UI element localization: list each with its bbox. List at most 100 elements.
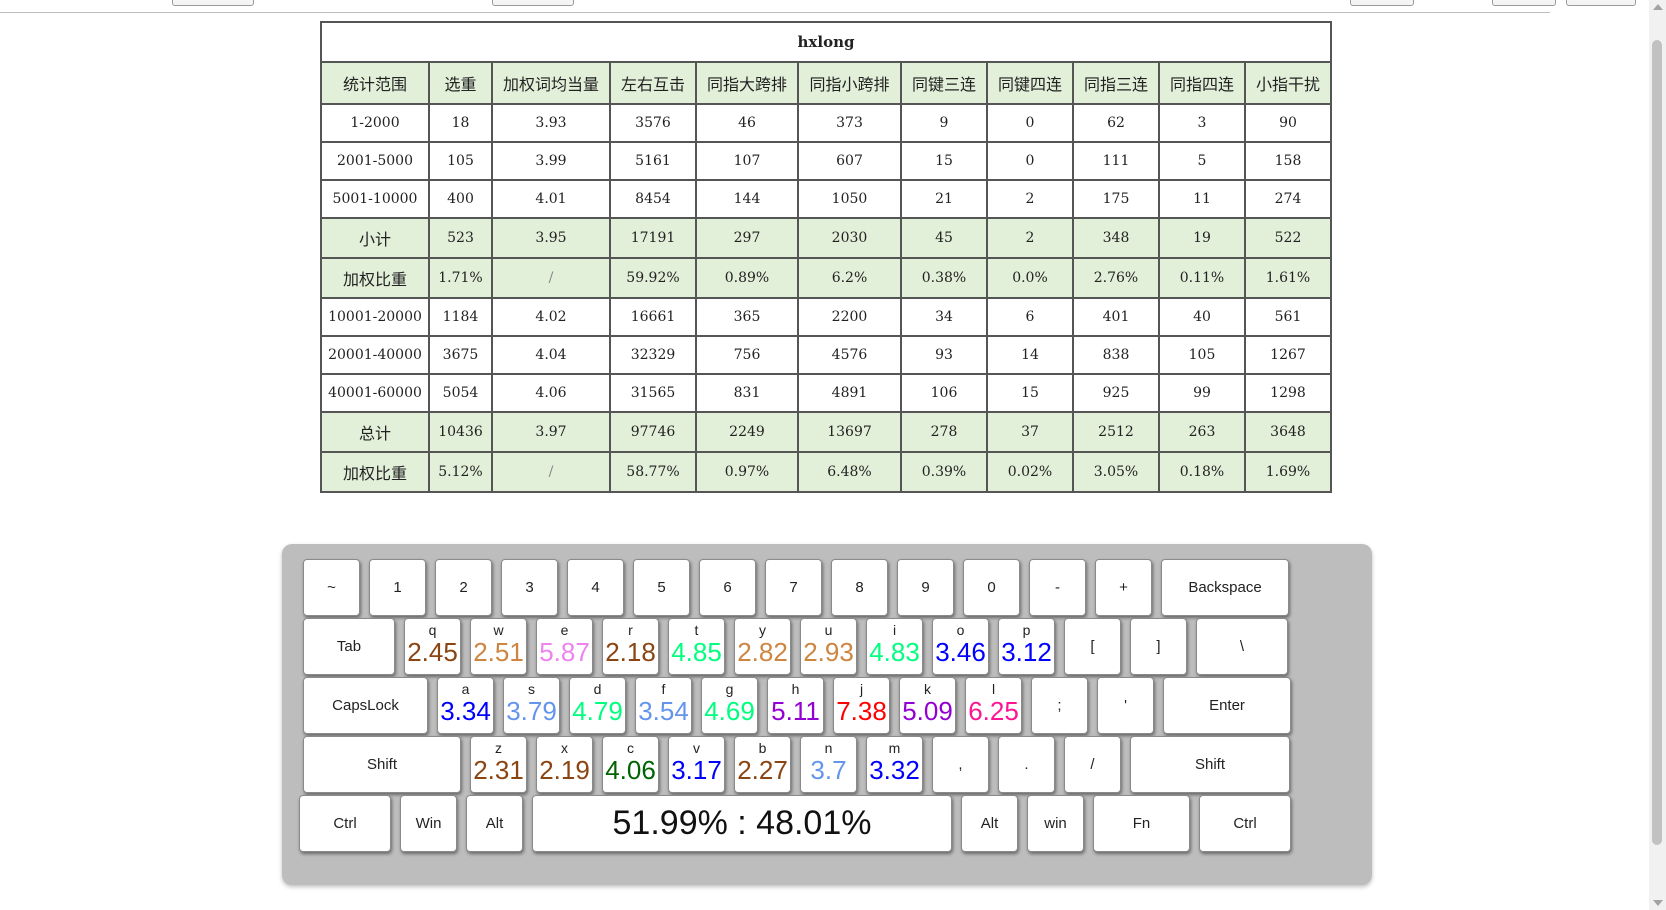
key-label: w [493, 622, 504, 638]
key-b[interactable]: b 2.27 [734, 736, 791, 793]
key-label: v [693, 740, 700, 756]
key-p[interactable]: p 3.12 [998, 618, 1055, 675]
key-y[interactable]: y 2.82 [734, 618, 791, 675]
summary-row: 总计 10436 3.97 97746 2249 13697 278 37 2512 263 364… [320, 411, 1332, 453]
table-cell: 0.89% [695, 257, 799, 299]
key-symbol[interactable]: [ [1064, 618, 1121, 675]
key-backspace[interactable]: Backspace [1161, 559, 1289, 616]
key-f[interactable]: f 3.54 [635, 677, 692, 734]
key-frequency-value: 7.38 [836, 696, 887, 726]
table-cell: 2 [986, 179, 1074, 219]
spacebar-key[interactable]: 51.99% : 48.01% [532, 795, 952, 852]
key-w[interactable]: w 2.51 [470, 618, 527, 675]
key-g[interactable]: g 4.69 [701, 677, 758, 734]
toolbar-button[interactable] [1492, 0, 1556, 6]
summary-row: 加权比重 5.12%/58.77% 0.97% 6.48% 0.39% 0.02% 3.05… [320, 451, 1332, 493]
key-symbol[interactable]: / [1064, 736, 1121, 793]
key-symbol[interactable]: , [932, 736, 989, 793]
toolbar-button[interactable] [492, 0, 574, 6]
key-frequency-value: 3.7 [810, 755, 847, 785]
key-i[interactable]: i 4.83 [866, 618, 923, 675]
key-symbol[interactable]: \ [1196, 618, 1288, 675]
key-shift[interactable]: Shift [303, 736, 461, 793]
key-frequency-value: 5.87 [539, 637, 590, 667]
key-capslock[interactable]: CapsLock [303, 677, 428, 734]
hand-balance-ratio: 51.99% : 48.01% [612, 804, 872, 842]
key-k[interactable]: k 5.09 [899, 677, 956, 734]
column-header: 左右互击 [609, 61, 697, 105]
toolbar-button[interactable] [1350, 0, 1414, 6]
key-label: y [759, 622, 766, 638]
key-symbol[interactable]: ; [1031, 677, 1088, 734]
key-z[interactable]: z 2.31 [470, 736, 527, 793]
table-cell: 2249 [695, 411, 799, 453]
column-header: 统计范围 [320, 61, 430, 105]
key-symbol[interactable]: 6 [699, 559, 756, 616]
key-l[interactable]: l 6.25 [965, 677, 1022, 734]
key-alt[interactable]: Alt [466, 795, 523, 852]
key-tab[interactable]: Tab [303, 618, 395, 675]
key-symbol[interactable]: 7 [765, 559, 822, 616]
key-symbol[interactable]: ' [1097, 677, 1154, 734]
key-symbol[interactable]: 2 [435, 559, 492, 616]
toolbar-button[interactable] [1566, 0, 1636, 6]
key-s[interactable]: s 3.79 [503, 677, 560, 734]
key-q[interactable]: q 2.45 [404, 618, 461, 675]
key-symbol[interactable]: . [998, 736, 1055, 793]
key-symbol[interactable]: - [1029, 559, 1086, 616]
table-cell: 1.69% [1244, 451, 1332, 493]
scrollbar[interactable] [1649, 0, 1666, 910]
scroll-down-arrow-icon[interactable] [1653, 900, 1663, 906]
key-symbol[interactable]: 1 [369, 559, 426, 616]
toolbar-button[interactable] [172, 0, 254, 6]
key-m[interactable]: m 3.32 [866, 736, 923, 793]
table-cell: 93 [900, 335, 988, 375]
top-toolbar [0, 0, 1636, 13]
summary-row: 加权比重 1.71%/59.92% 0.89% 6.2% 0.38% 0.0% 2.76% 0… [320, 257, 1332, 299]
table-cell: 400 [428, 179, 493, 219]
table-cell: 11 [1158, 179, 1246, 219]
key-u[interactable]: u 2.93 [800, 618, 857, 675]
key-win[interactable]: Win [400, 795, 457, 852]
key-r[interactable]: r 2.18 [602, 618, 659, 675]
key-d[interactable]: d 4.79 [569, 677, 626, 734]
table-cell: 523 [428, 217, 493, 259]
key-symbol[interactable]: 3 [501, 559, 558, 616]
key-symbol[interactable]: + [1095, 559, 1152, 616]
key-symbol[interactable]: 8 [831, 559, 888, 616]
key-ctrl[interactable]: Ctrl [1199, 795, 1291, 852]
key-symbol[interactable]: 9 [897, 559, 954, 616]
key-symbol[interactable]: 4 [567, 559, 624, 616]
key-fn[interactable]: Fn [1093, 795, 1190, 852]
key-a[interactable]: a 3.34 [437, 677, 494, 734]
table-row: 40001-60000 5054 4.06 31565 831 4891 106 15 925 9… [320, 373, 1332, 413]
key-win[interactable]: win [1027, 795, 1084, 852]
key-t[interactable]: t 4.85 [668, 618, 725, 675]
key-label: b [758, 740, 767, 756]
key-e[interactable]: e 5.87 [536, 618, 593, 675]
key-frequency-value: 4.79 [572, 696, 623, 726]
table-cell: 561 [1244, 297, 1332, 337]
key-label: s [528, 681, 535, 697]
key-x[interactable]: x 2.19 [536, 736, 593, 793]
key-j[interactable]: j 7.38 [833, 677, 890, 734]
key-c[interactable]: c 4.06 [602, 736, 659, 793]
key-shift[interactable]: Shift [1130, 736, 1290, 793]
key-h[interactable]: h 5.11 [767, 677, 824, 734]
key-enter[interactable]: Enter [1163, 677, 1291, 734]
key-symbol[interactable]: 5 [633, 559, 690, 616]
table-cell: 18 [428, 103, 493, 143]
key-symbol[interactable]: 0 [963, 559, 1020, 616]
scroll-up-arrow-icon[interactable] [1653, 4, 1663, 10]
key-ctrl[interactable]: Ctrl [299, 795, 391, 852]
key-o[interactable]: o 3.46 [932, 618, 989, 675]
scroll-thumb[interactable] [1652, 40, 1662, 845]
table-cell: 21 [900, 179, 988, 219]
table-cell: 158 [1244, 141, 1332, 181]
key-n[interactable]: n 3.7 [800, 736, 857, 793]
key-symbol[interactable]: ~ [303, 559, 360, 616]
key-alt[interactable]: Alt [961, 795, 1018, 852]
key-v[interactable]: v 3.17 [668, 736, 725, 793]
column-header: 选重 [428, 61, 493, 105]
key-symbol[interactable]: ] [1130, 618, 1187, 675]
